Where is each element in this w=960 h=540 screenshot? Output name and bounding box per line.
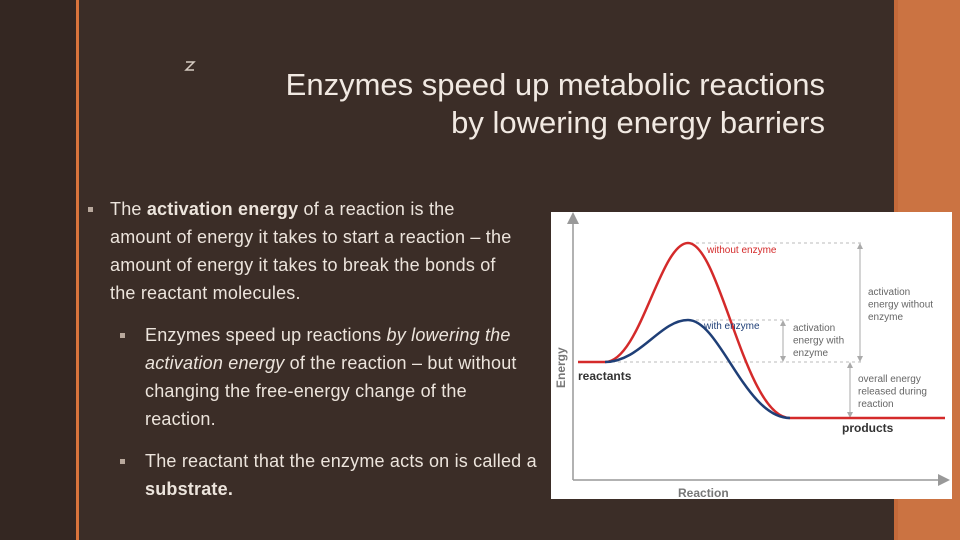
annotation-line: enzyme xyxy=(868,312,903,323)
text-run: by lowering the activation energy xyxy=(145,325,511,373)
bullet-marker xyxy=(88,207,93,212)
bullet-marker xyxy=(120,459,125,464)
text-run: The xyxy=(110,199,147,219)
annotation-line: reaction xyxy=(858,399,894,410)
text-run: substrate. xyxy=(145,479,234,499)
annotation-line: enzyme xyxy=(793,348,828,359)
text-run: Enzymes speed up reactions xyxy=(145,325,387,345)
bullet: Enzymes speed up reactions by lowering t… xyxy=(145,321,537,433)
bullet: The reactant that the enzyme acts on is … xyxy=(145,447,537,503)
axis-label: Energy xyxy=(554,347,568,388)
annotation-line: overall energy xyxy=(858,374,921,385)
annotation-line: energy without xyxy=(868,300,933,311)
bullet-marker xyxy=(120,333,125,338)
text-run: The reactant that the enzyme acts on is … xyxy=(145,451,537,471)
annotation-line: activation xyxy=(868,287,910,298)
text-run: of a reaction is the amount of energy it… xyxy=(110,199,512,303)
annotation-line: released during xyxy=(858,387,927,398)
title: Enzymes speed up metabolic reactions by … xyxy=(286,66,825,142)
energy-diagram: without enzyme with enzyme reactants pro… xyxy=(551,212,952,499)
state-label: products xyxy=(842,421,894,435)
text-run: of the reaction – but without changing t… xyxy=(145,353,517,429)
bullet: The activation energy of a reaction is t… xyxy=(110,195,520,307)
title-line: by lowering energy barriers xyxy=(451,105,825,140)
annotation-line: energy with xyxy=(793,336,844,347)
curve-label: with enzyme xyxy=(703,321,760,332)
state-label: reactants xyxy=(578,369,632,383)
axis-label: Reaction xyxy=(678,486,729,499)
annotation-line: activation xyxy=(793,323,835,334)
title-line: Enzymes speed up metabolic reactions xyxy=(285,67,825,102)
text-run: activation energy xyxy=(146,199,299,219)
curve-label: without enzyme xyxy=(706,245,777,256)
